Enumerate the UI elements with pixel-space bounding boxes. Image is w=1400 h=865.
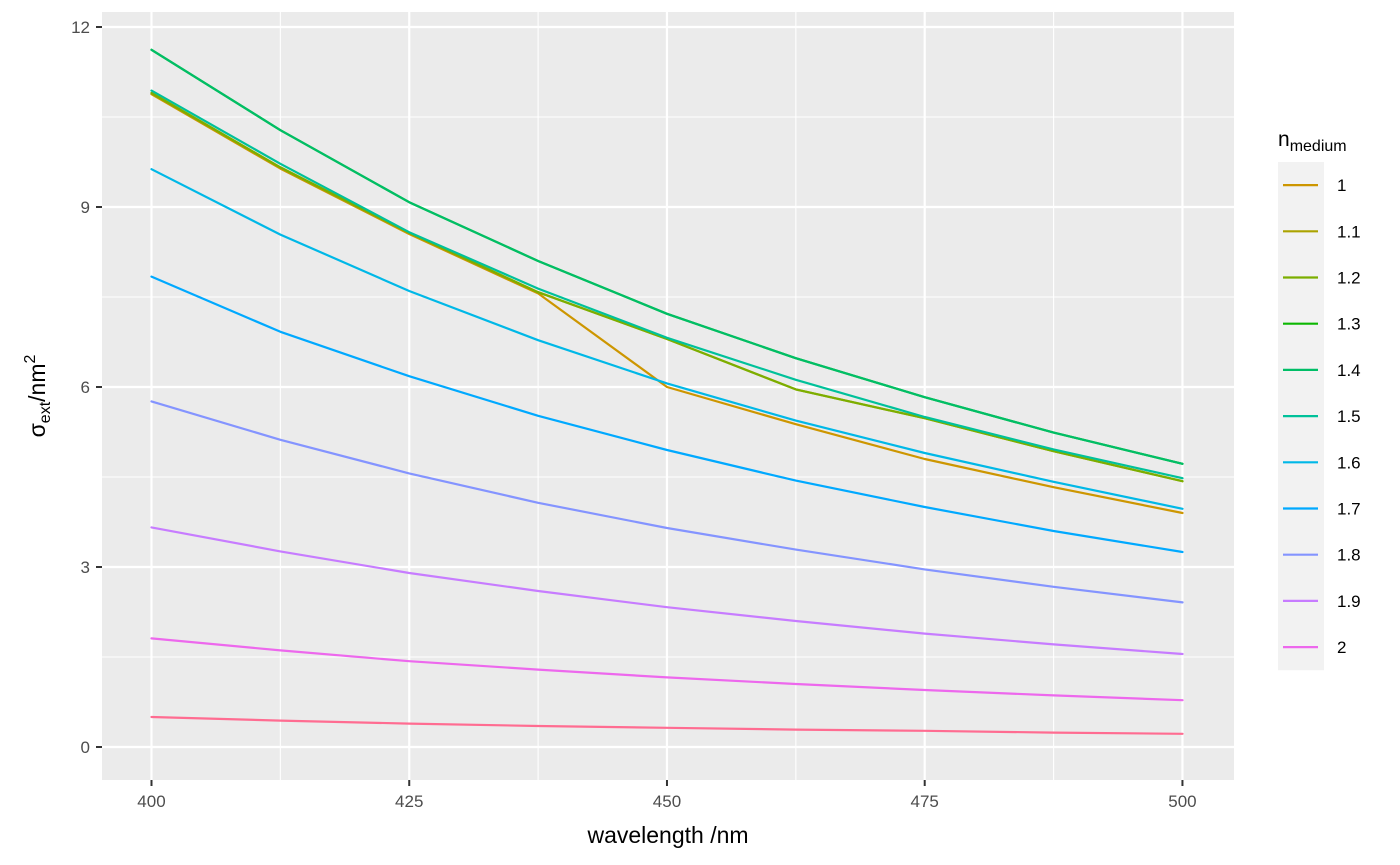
y-tick-label: 0 <box>81 738 90 757</box>
legend-label: 1.7 <box>1337 500 1361 519</box>
legend-title-main: n <box>1278 128 1290 151</box>
legend-label: 1 <box>1337 176 1346 195</box>
y-axis-title-superscript: 2 <box>22 355 39 364</box>
x-tick-label: 450 <box>653 792 681 811</box>
x-axis: 400 425 450 475 500 <box>137 780 1197 811</box>
legend-label: 2 <box>1337 638 1346 657</box>
legend-label: 1.5 <box>1337 407 1361 426</box>
legend-label: 1.4 <box>1337 361 1361 380</box>
series-line <box>150 400 1184 604</box>
y-axis-title-symbol: σ <box>24 423 50 437</box>
series-line <box>150 168 1184 510</box>
y-tick-label: 6 <box>81 378 90 397</box>
y-axis-title-unit: /nm <box>24 364 50 402</box>
y-axis-title-subscript: ext <box>37 401 54 423</box>
legend-items: 1 1.1 1.2 1.3 1.4 1.5 1.6 1.7 1.8 1.9 2 <box>1278 162 1361 671</box>
y-axis: 0 3 6 9 12 <box>71 18 102 757</box>
x-axis-title: wavelength /nm <box>586 822 748 848</box>
series-lines <box>150 48 1184 735</box>
legend-label: 1.8 <box>1337 546 1361 565</box>
series-line <box>150 89 1184 480</box>
grid-major <box>102 12 1234 780</box>
legend-label: 1.3 <box>1337 315 1361 334</box>
x-tick-label: 500 <box>1168 792 1196 811</box>
series-line <box>150 715 1184 735</box>
legend-label: 1.1 <box>1337 222 1361 241</box>
series-line <box>150 48 1184 465</box>
x-tick-label: 400 <box>137 792 165 811</box>
legend-label: 1.6 <box>1337 453 1361 472</box>
legend-label: 1.2 <box>1337 269 1361 288</box>
series-line <box>150 637 1184 702</box>
series-line <box>150 91 1184 483</box>
series-line <box>150 275 1184 554</box>
legend-title-subscript: medium <box>1290 138 1347 155</box>
y-tick-label: 3 <box>81 558 90 577</box>
series-line <box>150 526 1184 656</box>
legend-label: 1.9 <box>1337 592 1361 611</box>
y-tick-label: 9 <box>81 198 90 217</box>
legend-title: nmedium <box>1278 128 1347 155</box>
y-tick-label: 12 <box>71 18 90 37</box>
x-tick-label: 425 <box>395 792 423 811</box>
legend: nmedium 1 1.1 1.2 1.3 1.4 1.5 1.6 1.7 1.8 1.9 2 <box>1278 128 1361 671</box>
x-tick-label: 475 <box>911 792 939 811</box>
y-axis-title: σext/nm2 <box>22 355 54 438</box>
